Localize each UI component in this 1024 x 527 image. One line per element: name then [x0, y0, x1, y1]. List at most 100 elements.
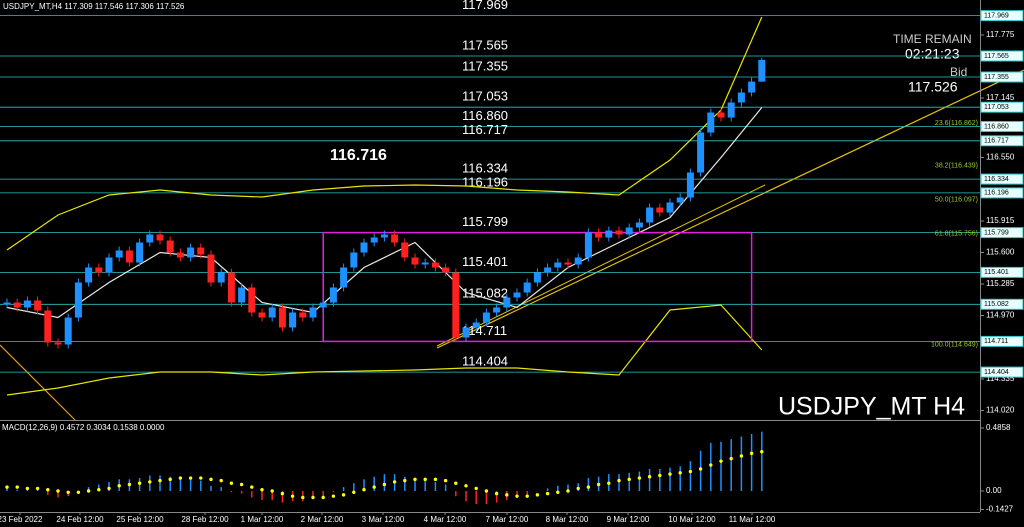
macd-signal-dot [586, 485, 591, 489]
candle-body [258, 312, 266, 318]
macd-signal-dot [760, 449, 764, 454]
macd-signal-dot [668, 472, 672, 476]
candle-body [544, 267, 552, 273]
macd-signal-dot [97, 487, 101, 492]
macd-signal-dot [76, 490, 81, 494]
candle-body [176, 252, 184, 258]
candle-body [554, 262, 562, 268]
macd-signal-dot [709, 463, 713, 467]
level-tag-label: 116.860 [984, 123, 1009, 130]
candle-body [656, 207, 664, 213]
time-remain: 02:21:23 [905, 46, 960, 62]
macd-signal-dot [545, 491, 550, 496]
candle-body [391, 234, 399, 243]
level-tag-label: 114.404 [984, 369, 1009, 376]
macd-signal: 0.3034 [87, 423, 112, 432]
level-label: 114.404 [462, 354, 508, 369]
x-tick-label: 25 Feb 12:00 [116, 515, 164, 524]
candle-body [207, 254, 215, 283]
level-tag [980, 366, 1024, 378]
x-tick-label: 8 Mar 12:00 [546, 515, 589, 524]
candle-body [707, 112, 715, 133]
macd-signal-dot [494, 491, 499, 496]
low: 117.306 [125, 2, 154, 11]
fib-label: 38.2(116.439) [935, 162, 978, 169]
candle-body [686, 172, 694, 198]
level-tag [980, 121, 1024, 132]
candle-body [125, 250, 133, 263]
macd-title: MACD(12,26,9) [2, 423, 58, 432]
macd-signal-dot [25, 486, 30, 491]
x-tick-label: 7 Mar 12:00 [486, 515, 529, 524]
candle-body [605, 230, 613, 238]
level-tag-label: 116.196 [984, 190, 1009, 197]
macd-y-tick-label: -0.1427 [986, 505, 1014, 514]
macd-signal-dot [46, 487, 50, 492]
macd-signal-dot [280, 491, 285, 496]
macd-signal-dot [688, 469, 693, 474]
macd-signal-dot [617, 478, 621, 483]
level-tag-label: 116.717 [984, 138, 1009, 145]
level-label: 116.334 [462, 161, 508, 176]
y-tick-label: 114.970 [986, 311, 1015, 320]
macd-signal-dot [137, 481, 142, 485]
candle-body [197, 247, 205, 255]
level-tag [980, 135, 1024, 147]
macd-signal-dot [199, 476, 203, 480]
fib-label: 23.6(116.862) [935, 120, 978, 127]
candle-body [452, 272, 460, 338]
candle-body [278, 307, 286, 328]
macd-signal-dot [209, 477, 213, 482]
candle-body [156, 234, 164, 241]
level-tag [980, 227, 1024, 239]
candle-body [85, 267, 93, 283]
level-tag-label: 115.799 [984, 229, 1009, 236]
macd-signal-dot [270, 489, 274, 493]
trend-line [436, 184, 766, 347]
macd-signal-dot [413, 477, 417, 482]
macd-header: MACD(12,26,9) 0.4572 0.3034 0.1538 0.000… [2, 423, 165, 432]
macd-signal-dot [127, 482, 132, 487]
y-tick-label: 115.285 [986, 279, 1015, 288]
fib-label: 61.8(115.756) [935, 231, 978, 238]
header: USDJPY_MT,H4 117.309 117.546 117.306 117… [3, 2, 185, 11]
candle-body [737, 92, 745, 103]
candle-body [23, 300, 31, 308]
macd-signal-dot [239, 482, 244, 487]
macd-signal-dot [566, 489, 570, 493]
candle-body [462, 327, 470, 338]
level-tag [980, 10, 1024, 22]
candle-body [289, 312, 297, 328]
level-tag-label: 115.401 [984, 269, 1009, 276]
x-tick-label: 2 Mar 12:00 [301, 515, 344, 524]
macd-signal-dot [158, 478, 162, 483]
candle-body [574, 257, 582, 265]
candle-body [442, 267, 450, 273]
highlight-price: 116.716 [330, 147, 387, 164]
open: 117.309 [64, 2, 93, 11]
macd-signal-dot [535, 493, 540, 497]
candle-body [64, 317, 72, 345]
bid-label: Bid [950, 65, 967, 79]
y-tick-label: 115.915 [986, 216, 1015, 225]
macd-signal-dot [321, 495, 325, 500]
macd-signal-dot [219, 478, 223, 483]
macd-signal-dot [607, 481, 611, 485]
macd-main: 0.4572 [60, 423, 85, 432]
y-tick-label: 114.020 [986, 406, 1015, 415]
macd-signal-dot [168, 477, 172, 482]
macd-signal-dot [505, 493, 509, 497]
level-label: 117.969 [462, 0, 508, 12]
macd-signal-dot [484, 489, 489, 493]
macd-signal-dot [382, 482, 387, 487]
macd-signal-dot [311, 495, 315, 500]
candle-body [513, 292, 521, 298]
high: 117.546 [95, 2, 124, 11]
trend-line [436, 69, 1024, 349]
candle-body [472, 322, 480, 328]
macd-y-tick-label: 0.4858 [986, 423, 1011, 432]
candle-body [227, 272, 235, 303]
macd-signal-dot [403, 478, 407, 483]
